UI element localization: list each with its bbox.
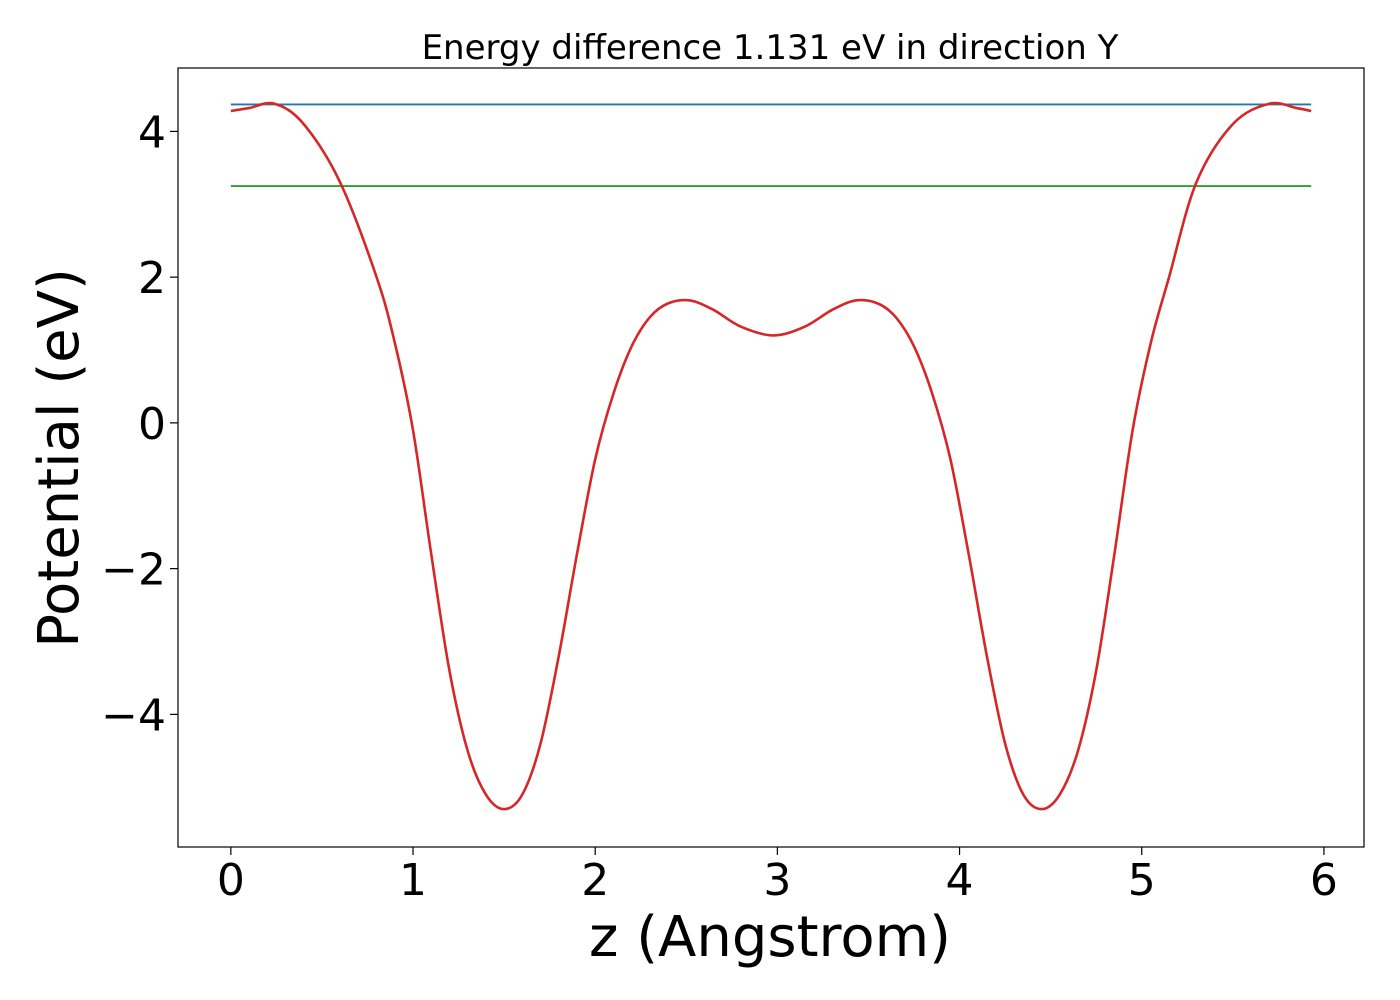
plot-area — [230, 101, 1312, 811]
x-tick-label: 2 — [581, 855, 609, 906]
y-tick-label: −2 — [101, 545, 166, 596]
x-tick-label: 4 — [946, 855, 974, 906]
y-tick-label: 4 — [138, 107, 166, 158]
chart-title: Energy difference 1.131 eV in direction … — [422, 28, 1119, 68]
y-tick-label: −4 — [101, 690, 166, 741]
x-axis: 0 1 2 3 4 5 6 — [217, 847, 1338, 906]
x-tick-label: 1 — [399, 855, 427, 906]
axes-frame — [177, 67, 1365, 848]
y-tick-label: 2 — [138, 253, 166, 304]
y-axis-title: Potential (eV) — [27, 268, 92, 648]
x-axis-title: z (Angstrom) — [589, 905, 951, 970]
y-tick-label: 0 — [138, 399, 166, 450]
potential-curve — [230, 101, 1312, 811]
y-axis: −4 −2 0 2 4 — [101, 107, 178, 741]
x-tick-label: 6 — [1310, 855, 1338, 906]
x-tick-label: 0 — [217, 855, 245, 906]
x-tick-label: 3 — [763, 855, 791, 906]
x-tick-label: 5 — [1128, 855, 1156, 906]
